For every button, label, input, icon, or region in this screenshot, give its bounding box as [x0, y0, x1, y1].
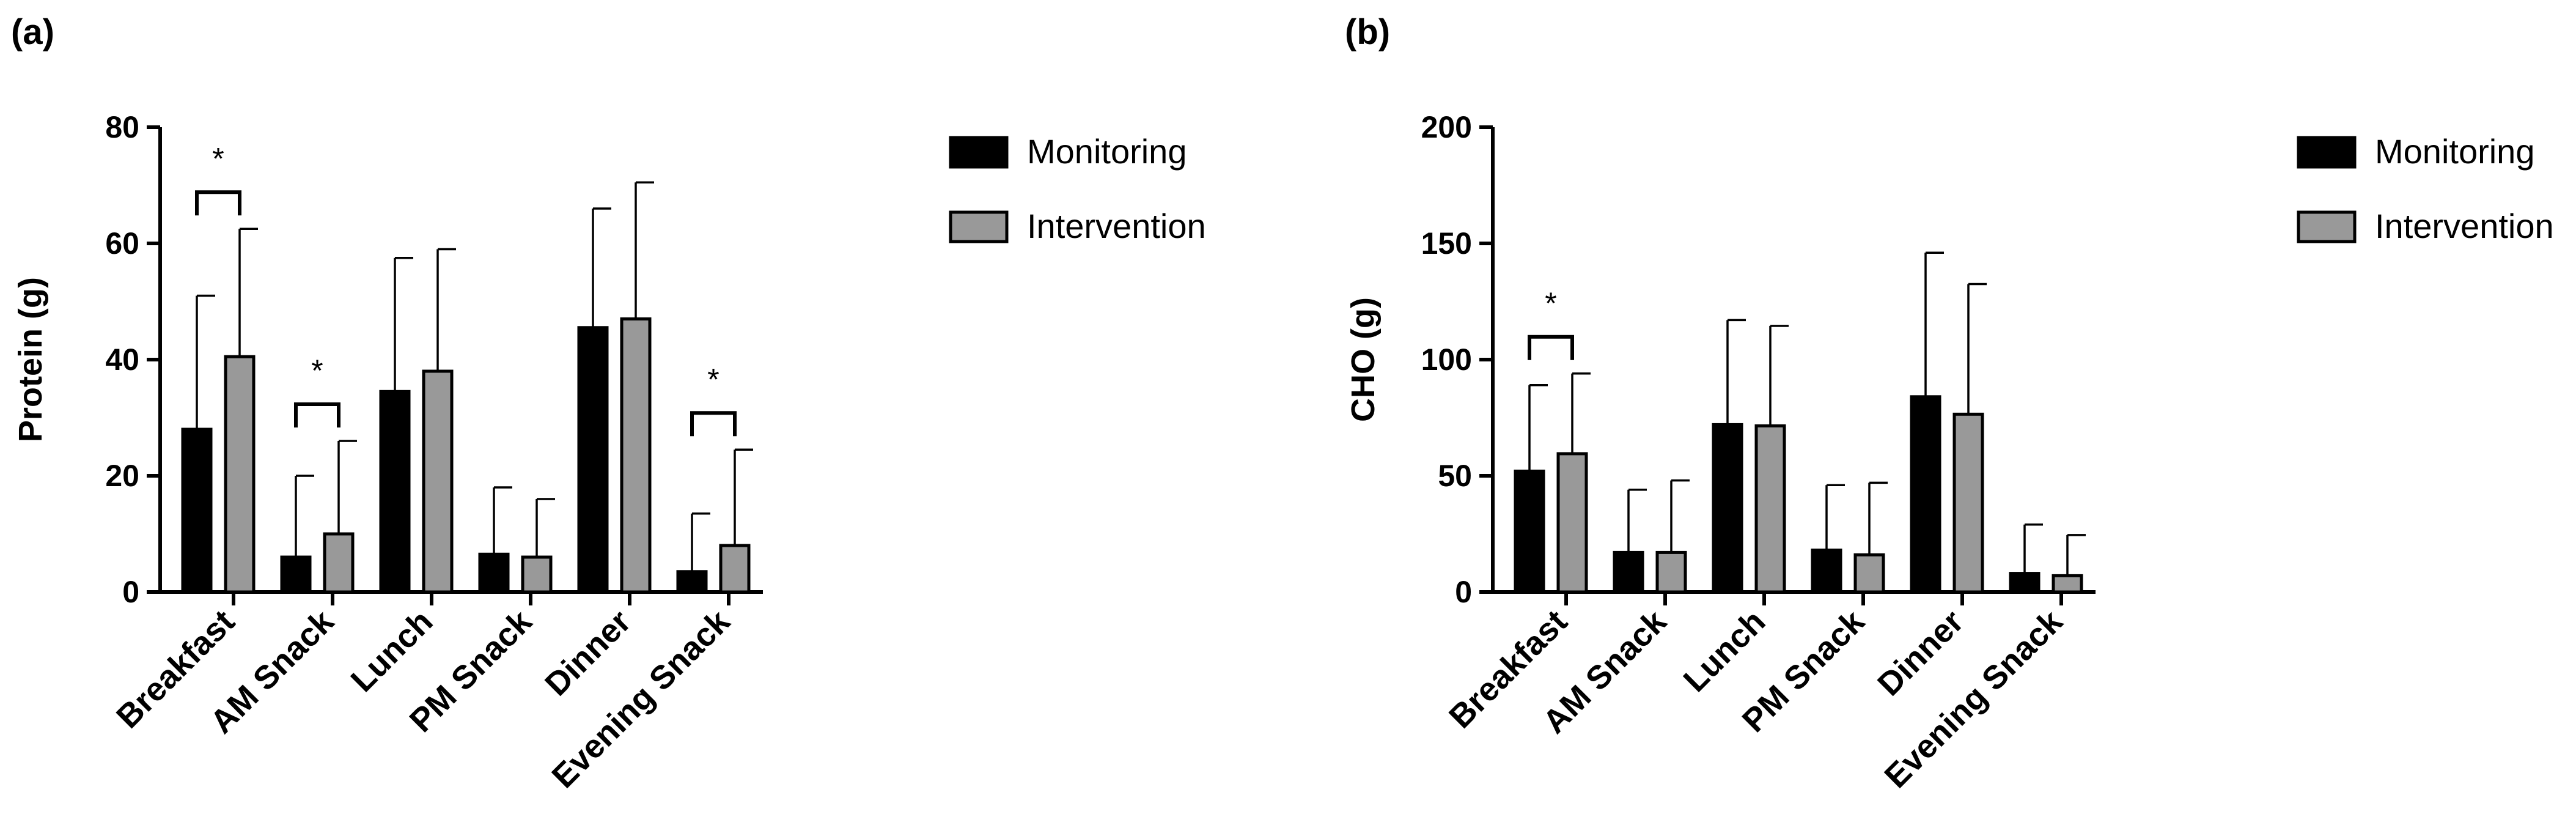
- bar-intervention-dinner: [1952, 412, 1984, 594]
- bar-intervention-evening-snack: [2052, 574, 2083, 594]
- bar-monitoring-pm-snack: [1811, 549, 1842, 594]
- y-tick-label: 150: [1421, 226, 1472, 261]
- bar-intervention-pm-snack: [521, 555, 553, 594]
- y-tick-label: 50: [1438, 459, 1472, 493]
- bar-monitoring-breakfast: [181, 427, 213, 594]
- y-tick-label: 60: [105, 226, 139, 261]
- y-axis-label: Protein (g): [12, 277, 49, 442]
- panel-label: (a): [11, 12, 54, 52]
- bar-monitoring-lunch: [1712, 423, 1743, 594]
- y-tick-label: 0: [122, 575, 139, 609]
- bar-monitoring-am-snack: [1613, 550, 1644, 594]
- significance-marker-evening-snack: *: [707, 362, 719, 396]
- legend-swatch-intervention: [2297, 210, 2357, 243]
- legend-swatch-intervention: [949, 210, 1009, 243]
- bar-monitoring-evening-snack: [2009, 572, 2041, 594]
- y-tick-label: 20: [105, 459, 139, 493]
- bar-monitoring-dinner: [1910, 395, 1941, 594]
- y-axis-label: CHO (g): [1345, 297, 1382, 422]
- x-tick-label-dinner: Dinner: [1871, 603, 1970, 703]
- significance-marker-am-snack: *: [311, 353, 323, 388]
- bar-intervention-pm-snack: [1853, 553, 1885, 594]
- x-tick-label-dinner: Dinner: [538, 603, 638, 703]
- significance-bracket-evening-snack: [690, 411, 737, 437]
- y-tick-label: 40: [105, 342, 139, 377]
- x-tick-label-lunch: Lunch: [1677, 603, 1773, 699]
- bar-intervention-lunch: [1754, 424, 1786, 594]
- legend-label-intervention: Intervention: [2375, 207, 2554, 245]
- bar-monitoring-dinner: [577, 326, 609, 594]
- legend-swatch-monitoring: [2297, 136, 2357, 169]
- significance-marker-breakfast: *: [1545, 286, 1556, 320]
- bar-monitoring-lunch: [379, 390, 411, 594]
- bar-intervention-dinner: [620, 317, 652, 594]
- significance-marker-breakfast: *: [212, 141, 224, 176]
- legend-label-monitoring: Monitoring: [1027, 132, 1187, 171]
- bar-intervention-am-snack: [1655, 550, 1687, 594]
- bar-intervention-breakfast: [1556, 452, 1588, 594]
- legend-swatch-monitoring: [949, 136, 1009, 169]
- y-tick-label: 200: [1421, 110, 1472, 144]
- bar-monitoring-pm-snack: [478, 552, 510, 594]
- significance-bracket-am-snack: [294, 402, 340, 427]
- y-tick-label: 100: [1421, 342, 1472, 377]
- bar-intervention-evening-snack: [719, 544, 751, 594]
- significance-bracket-breakfast: [1528, 335, 1574, 360]
- panel-label: (b): [1345, 12, 1390, 52]
- bar-monitoring-breakfast: [1514, 469, 1545, 594]
- y-tick-label: 0: [1455, 575, 1472, 609]
- x-tick-label-evening-snack: Evening Snack: [1877, 602, 2070, 795]
- bar-intervention-lunch: [422, 369, 454, 594]
- x-tick-label-evening-snack: Evening Snack: [545, 602, 737, 795]
- bar-monitoring-am-snack: [280, 555, 312, 594]
- legend-label-monitoring: Monitoring: [2375, 132, 2534, 171]
- bar-intervention-am-snack: [323, 532, 355, 594]
- legend-label-intervention: Intervention: [1027, 207, 1206, 245]
- x-tick-label-lunch: Lunch: [344, 603, 440, 699]
- y-tick-label: 80: [105, 110, 139, 144]
- significance-bracket-breakfast: [195, 190, 241, 216]
- bar-intervention-breakfast: [224, 355, 256, 594]
- bar-monitoring-evening-snack: [676, 570, 708, 594]
